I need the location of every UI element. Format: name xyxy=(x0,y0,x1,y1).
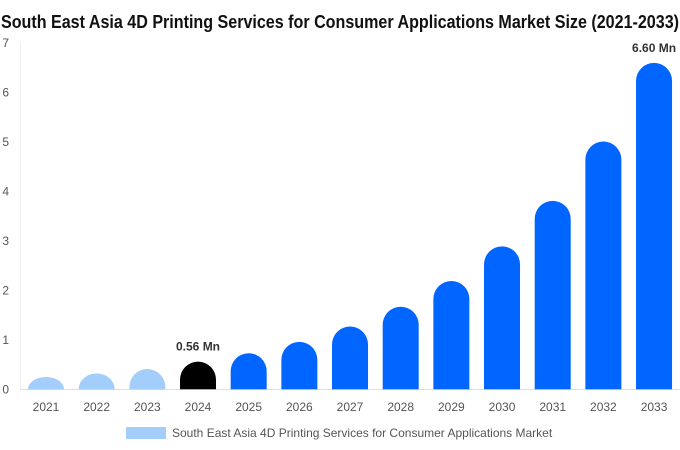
y-tick-label: 6 xyxy=(2,86,9,100)
bar-2021[interactable] xyxy=(28,376,64,390)
x-tick-label: 2026 xyxy=(286,400,313,414)
x-axis: 2021 2022 2023 2024 2025 2026 2027 2028 2029 2030… xyxy=(33,400,668,414)
chart-title: South East Asia 4D Printing Services for… xyxy=(1,12,679,32)
x-tick-label: 2027 xyxy=(337,400,364,414)
x-tick-label: 2032 xyxy=(590,400,617,414)
bar-2026[interactable] xyxy=(281,341,318,390)
x-tick-label: 2031 xyxy=(539,400,566,414)
x-tick-label: 2023 xyxy=(134,400,161,414)
bar-2029[interactable] xyxy=(433,281,470,390)
bar-2032[interactable] xyxy=(585,141,622,390)
bar-2023[interactable] xyxy=(129,369,166,390)
data-labels: 0.56 Mn 6.60 Mn xyxy=(176,41,676,354)
x-tick-label: 2021 xyxy=(33,400,60,414)
x-tick-label: 2029 xyxy=(438,400,465,414)
bar-2031[interactable] xyxy=(534,200,571,390)
data-label-2024: 0.56 Mn xyxy=(176,340,220,354)
y-tick-label: 2 xyxy=(2,283,9,297)
x-tick-label: 2025 xyxy=(235,400,262,414)
x-tick-label: 2030 xyxy=(489,400,516,414)
y-tick-label: 1 xyxy=(2,333,9,347)
bar-2027[interactable] xyxy=(332,326,369,390)
y-axis: 0 1 2 3 4 5 6 7 xyxy=(2,36,9,396)
bar-2025[interactable] xyxy=(230,353,267,390)
y-tick-label: 7 xyxy=(2,36,9,50)
data-label-2033: 6.60 Mn xyxy=(632,41,676,55)
x-tick-label: 2022 xyxy=(83,400,110,414)
bar-2024[interactable] xyxy=(180,361,217,390)
bar-2022[interactable] xyxy=(78,373,115,390)
x-tick-label: 2033 xyxy=(641,400,668,414)
bar-2030[interactable] xyxy=(484,246,521,390)
bar-2028[interactable] xyxy=(382,306,419,390)
legend-swatch xyxy=(126,427,166,439)
legend-label: South East Asia 4D Printing Services for… xyxy=(172,426,553,440)
y-tick-label: 5 xyxy=(2,135,9,149)
y-tick-label: 3 xyxy=(2,234,9,248)
y-tick-label: 0 xyxy=(2,382,9,396)
x-tick-label: 2028 xyxy=(387,400,414,414)
bar-2033[interactable] xyxy=(636,62,673,390)
x-tick-label: 2024 xyxy=(185,400,212,414)
bars xyxy=(28,62,673,390)
y-tick-label: 4 xyxy=(2,185,9,199)
legend[interactable]: South East Asia 4D Printing Services for… xyxy=(126,426,553,440)
